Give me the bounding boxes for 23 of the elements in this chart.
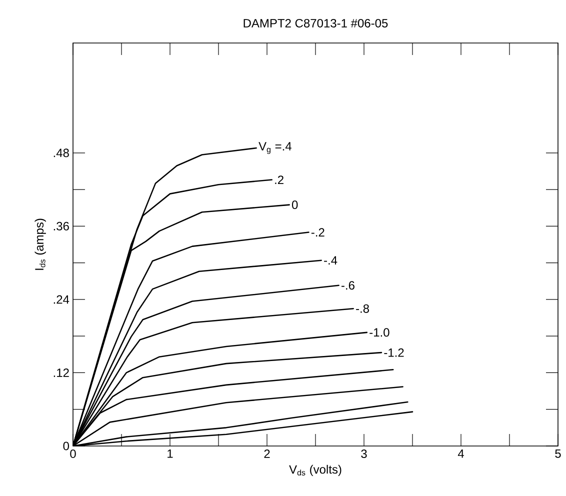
series-label: -.4 — [324, 256, 338, 264]
y-tick-label: .48 — [54, 148, 69, 158]
chart-title: DAMPT2 C87013-1 #06-05 — [244, 18, 388, 28]
x-tick-label: 3 — [361, 450, 367, 458]
x-tick-label: 1 — [168, 450, 173, 458]
series-label: -.6 — [342, 281, 354, 290]
y-tick-label: .24 — [54, 295, 70, 304]
series-label: -1.2 — [384, 348, 404, 357]
series-label: -.2 — [311, 228, 324, 236]
x-tick-label: 4 — [458, 450, 464, 458]
y-axis-title: I$_{ds}$ (amps) — [34, 218, 46, 270]
x-tick-label: 0 — [70, 450, 76, 458]
x-axis-title: V$_{ds}$ (volts) — [289, 464, 342, 476]
y-tick-label: .36 — [54, 222, 69, 230]
series-label: .2 — [275, 176, 284, 184]
series-label: 0 — [292, 200, 298, 210]
x-tick-label: 2 — [264, 450, 270, 458]
series-label: V$_{g}$ =.4 — [258, 142, 292, 154]
y-tick-label: 0 — [63, 442, 70, 450]
x-tick-label: 5 — [555, 450, 561, 458]
y-tick-label: .12 — [54, 368, 69, 377]
series-label: -1.0 — [370, 328, 390, 337]
series-label: -.8 — [356, 304, 370, 313]
